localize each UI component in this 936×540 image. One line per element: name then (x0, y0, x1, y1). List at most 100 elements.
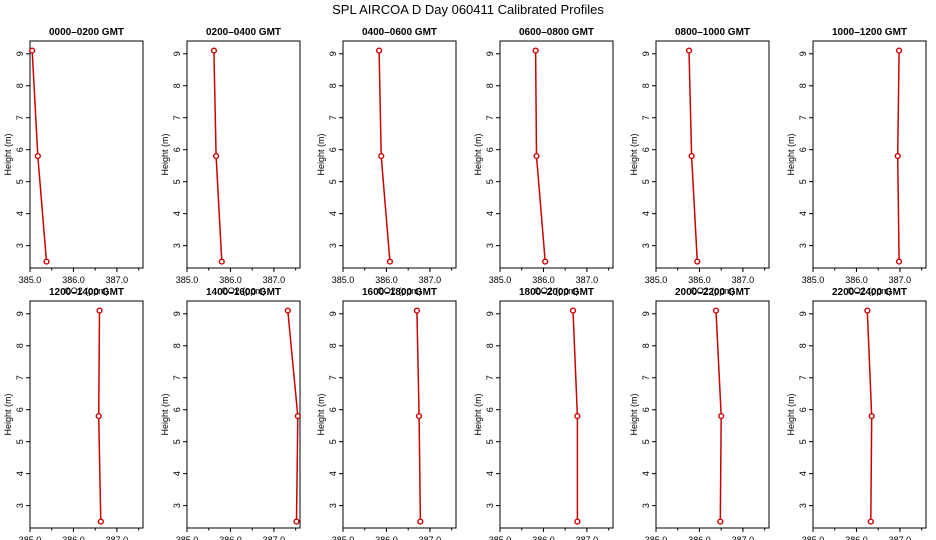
y-tick-label: 4 (641, 211, 651, 216)
y-tick-label: 6 (641, 407, 651, 412)
x-axis-label: CO2 (ppm) (534, 286, 579, 296)
y-tick-label: 3 (172, 243, 182, 248)
y-tick-label: 3 (328, 243, 338, 248)
x-tick-label: 387.0 (889, 275, 912, 285)
y-tick-label: 4 (798, 211, 808, 216)
y-tick-label: 8 (328, 83, 338, 88)
y-tick-label: 8 (798, 83, 808, 88)
y-axis-label: Height (m) (160, 393, 170, 435)
y-tick-label: 5 (328, 439, 338, 444)
y-tick-label: 5 (172, 179, 182, 184)
y-tick-label: 5 (485, 439, 495, 444)
data-point (210, 47, 218, 54)
y-tick-label: 5 (798, 179, 808, 184)
y-tick-label: 7 (172, 375, 182, 380)
data-point (569, 307, 577, 314)
y-tick-label: 6 (172, 407, 182, 412)
y-tick-label: 3 (328, 503, 338, 508)
data-point (532, 47, 539, 54)
panel-title: 1000–1200 GMT (832, 27, 907, 38)
data-point (894, 152, 901, 160)
y-tick-label: 5 (485, 179, 495, 184)
x-tick-label: 387.0 (263, 275, 286, 285)
y-axis-label: Height (m) (473, 133, 483, 175)
y-tick-label: 5 (15, 179, 25, 184)
y-tick-label: 9 (485, 51, 495, 56)
plot-frame (655, 300, 770, 529)
panel-title: 1200–1400 GMT (49, 287, 124, 298)
panel-title: 0000–0200 GMT (49, 27, 124, 38)
x-axis-label: CO2 (ppm) (690, 286, 735, 296)
chart-panel-6: 1000–1200 GMT 385.0 386.0 387.0 3 4 5 6 7 8 9 CO2 (… (786, 27, 927, 296)
plot-frame (186, 300, 301, 529)
x-tick-label: 387.0 (576, 535, 599, 540)
data-point (864, 307, 871, 314)
y-tick-label: 4 (172, 211, 182, 216)
y-tick-label: 7 (641, 115, 651, 120)
chart-panel-9: 1600–1800 GMT 385.0 386.0 387.0 3 4 5 6 7 8 9 CO2 (… (316, 287, 457, 540)
data-point (284, 307, 291, 314)
x-tick-label: 386.0 (219, 275, 242, 285)
data-point (712, 307, 720, 314)
plot-frame (29, 300, 144, 529)
panel-title: 0600–0800 GMT (519, 27, 594, 38)
y-tick-label: 4 (798, 471, 808, 476)
data-point (375, 47, 383, 54)
y-tick-label: 6 (172, 147, 182, 152)
chart-panel-12: 2200–2400 GMT 385.0 386.0 387.0 3 4 5 6 7 8 9 CO2 (… (786, 287, 927, 540)
y-axis-label: Height (m) (3, 393, 13, 435)
x-tick-label: 385.0 (176, 275, 199, 285)
x-tick-label: 386.0 (845, 535, 868, 540)
y-tick-label: 5 (641, 179, 651, 184)
x-tick-label: 387.0 (732, 535, 755, 540)
x-tick-label: 387.0 (263, 535, 286, 540)
data-point (96, 307, 103, 314)
data-point (417, 518, 424, 525)
x-tick-label: 386.0 (62, 535, 85, 540)
y-tick-label: 5 (15, 439, 25, 444)
data-point (718, 412, 725, 420)
y-tick-label: 7 (328, 375, 338, 380)
y-tick-label: 9 (641, 51, 651, 56)
y-axis-label: Height (m) (473, 393, 483, 435)
y-tick-label: 4 (15, 211, 25, 216)
y-tick-label: 3 (15, 243, 25, 248)
data-point (717, 518, 724, 525)
y-tick-label: 8 (485, 83, 495, 88)
x-tick-label: 386.0 (688, 535, 711, 540)
y-tick-label: 3 (485, 243, 495, 248)
data-point (43, 258, 50, 265)
y-tick-label: 3 (641, 503, 651, 508)
x-axis-label: CO2 (ppm) (847, 286, 892, 296)
x-tick-label: 385.0 (489, 535, 512, 540)
plot-frame (342, 40, 457, 269)
chart-panel-1: 0000–0200 GMT 385.0 386.0 387.0 3 4 5 6 7 8 9 CO2 (… (3, 27, 144, 296)
x-tick-label: 387.0 (889, 535, 912, 540)
y-tick-label: 9 (172, 311, 182, 316)
x-tick-label: 385.0 (645, 535, 668, 540)
panel-title: 0200–0400 GMT (206, 27, 281, 38)
x-axis-label: CO2 (ppm) (64, 286, 109, 296)
data-point (34, 152, 41, 160)
y-axis-label: Height (m) (160, 133, 170, 175)
data-point (694, 258, 701, 265)
y-tick-label: 6 (641, 147, 651, 152)
y-tick-label: 3 (485, 503, 495, 508)
data-point (867, 518, 874, 525)
plot-frame (499, 300, 614, 529)
chart-panel-8: 1400–1600 GMT 385.0 386.0 387.0 3 4 5 6 7 8 9 CO2 (… (160, 287, 301, 540)
panel-title: 0800–1000 GMT (675, 27, 750, 38)
y-tick-label: 7 (798, 375, 808, 380)
panel-title: 2000–2200 GMT (675, 287, 750, 298)
y-tick-label: 6 (798, 407, 808, 412)
data-point (386, 258, 394, 265)
y-tick-label: 8 (641, 343, 651, 348)
y-tick-label: 8 (15, 343, 25, 348)
chart-panel-4: 0600–0800 GMT 385.0 386.0 387.0 3 4 5 6 7 8 9 CO2 (… (473, 27, 614, 296)
y-axis-label: Height (m) (316, 393, 326, 435)
y-tick-label: 9 (485, 311, 495, 316)
data-point (415, 412, 423, 420)
y-tick-label: 8 (798, 343, 808, 348)
x-tick-label: 385.0 (802, 535, 825, 540)
y-tick-label: 7 (485, 375, 495, 380)
